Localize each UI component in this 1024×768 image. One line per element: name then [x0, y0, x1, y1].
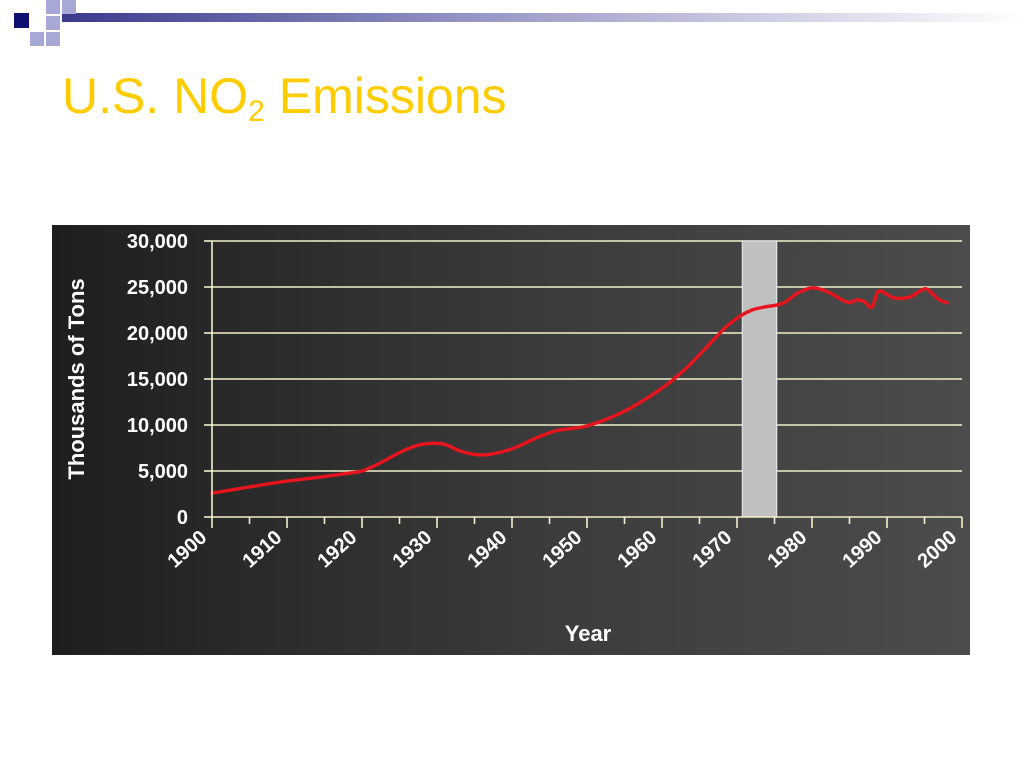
deco-square-navy — [14, 13, 29, 28]
chart-background — [52, 225, 970, 655]
deco-square-lavender-5 — [46, 32, 60, 46]
deco-square-lavender-2 — [62, 0, 76, 14]
title-rest: Emissions — [264, 68, 507, 124]
y-tick-label-2: 10,000 — [127, 415, 188, 437]
y-tick-label-6: 30,000 — [127, 231, 188, 253]
y-axis-title: Thousands of Tons — [64, 278, 89, 479]
y-tick-label-3: 15,000 — [127, 369, 188, 391]
series-layer — [210, 286, 949, 495]
series-line-0 — [210, 286, 949, 495]
deco-square-lavender-1 — [46, 0, 60, 14]
grid-layer — [212, 240, 962, 472]
title-main: U.S. NO — [62, 68, 249, 124]
deco-square-lavender-4 — [30, 32, 44, 46]
y-tick-label-1: 5,000 — [138, 461, 188, 483]
title-gradient-bar — [62, 13, 1024, 22]
y-tick-label-4: 20,000 — [127, 323, 188, 345]
y-tick-label-0: 0 — [177, 507, 188, 529]
deco-square-lavender-3 — [46, 16, 60, 30]
emissions-chart: 0 5,000 10,000 15,000 20,000 25,000 30,000 1900… — [52, 225, 970, 655]
slide-corner-decoration — [14, 0, 1024, 46]
title-subscript: 2 — [248, 95, 265, 128]
x-axis-title: Year — [565, 621, 612, 646]
slide-title: U.S. NO2 Emissions — [62, 66, 507, 128]
highlight-band — [741, 240, 778, 518]
y-tick-label-5: 25,000 — [127, 277, 188, 299]
axis-layer — [204, 240, 963, 528]
chart-svg: 05,00010,00015,00020,00025,00030,0001900… — [52, 225, 970, 655]
band-layer — [741, 240, 778, 518]
